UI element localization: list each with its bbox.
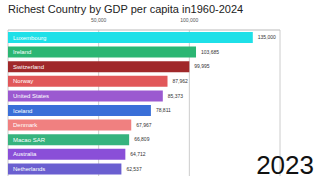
svg-text:Macao SAR: Macao SAR	[13, 137, 46, 143]
svg-text:Switzerland: Switzerland	[13, 64, 44, 70]
svg-text:United States: United States	[13, 93, 49, 99]
svg-text:66,809: 66,809	[134, 136, 150, 142]
svg-text:87,962: 87,962	[173, 78, 189, 84]
svg-text:64,712: 64,712	[130, 151, 146, 157]
svg-text:99,995: 99,995	[194, 63, 210, 69]
svg-text:135,000: 135,000	[258, 34, 276, 40]
html-text:2023: 2023	[256, 150, 314, 180]
svg-text:Denmark: Denmark	[13, 122, 38, 128]
svg-text:78,811: 78,811	[156, 107, 171, 113]
svg-text:85,373: 85,373	[168, 93, 184, 99]
svg-text:Australia: Australia	[13, 151, 37, 157]
svg-text:103,685: 103,685	[201, 49, 219, 55]
svg-text:50,000: 50,000	[91, 17, 107, 23]
svg-text:Netherlands: Netherlands	[13, 166, 45, 172]
html-text:Richest Country by GDP per cap: Richest Country by GDP per capita in1960…	[8, 3, 244, 15]
svg-text:Iceland: Iceland	[13, 108, 32, 114]
svg-text:Norway: Norway	[13, 78, 33, 84]
svg-text:62,537: 62,537	[126, 166, 142, 172]
svg-text:100,000: 100,000	[180, 17, 198, 23]
svg-text:67,967: 67,967	[136, 122, 152, 128]
svg-text:Luxembourg: Luxembourg	[13, 35, 46, 41]
svg-text:Ireland: Ireland	[13, 49, 31, 55]
